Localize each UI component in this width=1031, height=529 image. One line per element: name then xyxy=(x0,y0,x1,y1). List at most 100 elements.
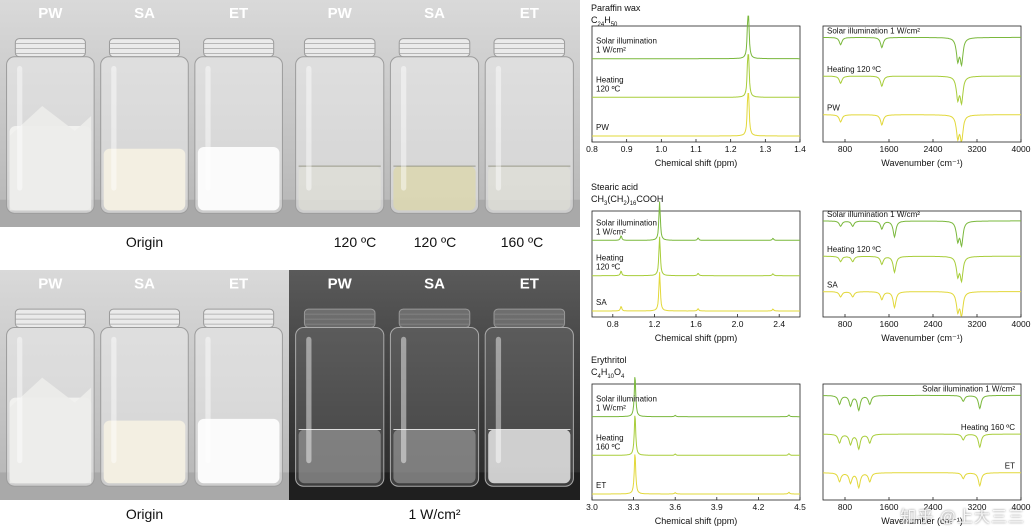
tick-label: 4000 xyxy=(1012,319,1031,329)
series-label: Heating xyxy=(596,254,624,263)
tick-label: 1.3 xyxy=(759,144,771,154)
chart-title-erythritol: Erythritol C4H10O4 xyxy=(591,355,627,380)
series-line xyxy=(823,36,1021,68)
nmr-chart-erythritol: 3.0 3.3 3.6 3.9 4.2 4.5 Chemical shift (ppm) So… xyxy=(580,377,810,528)
tick-label: 0.8 xyxy=(586,144,598,154)
series-line xyxy=(592,454,800,495)
series-line xyxy=(592,15,800,60)
series-label: Heating 160 ºC xyxy=(961,423,1015,432)
chart-title-paraffin: Paraffin wax C24H50 xyxy=(591,3,641,28)
x-axis-label: Chemical shift (ppm) xyxy=(655,333,738,343)
series-line xyxy=(823,75,1021,106)
x-axis-label: Wavenumber (cm⁻¹) xyxy=(881,516,962,526)
series-label: Solar illumination xyxy=(596,37,657,46)
x-axis-label: Wavenumber (cm⁻¹) xyxy=(881,333,962,343)
tick-label: 1.4 xyxy=(794,144,806,154)
vial-label: ET xyxy=(229,275,248,292)
tick-label: 4.5 xyxy=(794,502,806,512)
tick-label: 4000 xyxy=(1012,502,1031,512)
plot-frame xyxy=(822,25,1022,143)
ir-chart-erythritol: 800 1600 2400 3200 4000 Wavenumber (cm⁻¹) Sola… xyxy=(815,378,1031,528)
caption-illum: 1 W/cm² xyxy=(408,506,461,522)
series-line xyxy=(592,236,800,277)
vial-label: ET xyxy=(520,275,539,292)
series-label: 120 ºC xyxy=(596,263,620,272)
tick-label: 800 xyxy=(838,319,852,329)
tick-label: 3200 xyxy=(968,144,987,154)
series-label: ET xyxy=(1005,462,1015,471)
series-label: Heating xyxy=(596,75,624,84)
vial-sa xyxy=(389,38,480,214)
series-line xyxy=(592,377,800,418)
tick-label: 0.9 xyxy=(621,144,633,154)
series-label: 160 ºC xyxy=(596,442,620,451)
vial-label: SA xyxy=(424,5,445,22)
series-line xyxy=(823,433,1021,451)
vial-pw xyxy=(6,38,95,214)
tick-label: 3200 xyxy=(968,502,987,512)
tick-label: 3200 xyxy=(968,319,987,329)
series-line xyxy=(592,272,800,312)
ir-chart-paraffin: 800 1600 2400 3200 4000 Wavenumber (cm⁻¹) Sola… xyxy=(815,20,1031,170)
photo-illuminated: PW SA ET xyxy=(289,270,580,500)
tick-label: 2400 xyxy=(924,319,943,329)
series-line xyxy=(592,54,800,98)
series-label: PW xyxy=(827,104,840,113)
vial-label: ET xyxy=(229,5,248,22)
series-label: Solar illumination 1 W/cm² xyxy=(827,210,920,219)
tick-label: 1.0 xyxy=(655,144,667,154)
photo-heated: PW SA ET xyxy=(289,0,580,227)
nmr-chart-stearic: 0.8 1.2 1.6 2.0 2.4 Chemical shift (ppm) Solar… xyxy=(580,201,810,345)
x-axis-label: Chemical shift (ppm) xyxy=(655,158,738,168)
tick-label: 2400 xyxy=(924,144,943,154)
series-line xyxy=(823,472,1021,490)
tick-label: 1.2 xyxy=(648,319,660,329)
plot-frame xyxy=(822,210,1022,318)
series-label: SA xyxy=(596,298,607,307)
vial-label: PW xyxy=(328,275,353,292)
tick-label: 1600 xyxy=(880,319,899,329)
series-label: 120 ºC xyxy=(596,84,620,93)
series-line xyxy=(822,291,1021,317)
tick-label: 800 xyxy=(838,502,852,512)
tick-label: 3.6 xyxy=(669,502,681,512)
vial-et xyxy=(194,38,283,214)
series-label: Solar illumination xyxy=(596,218,657,227)
vial-label: SA xyxy=(134,5,155,22)
tick-label: 1.1 xyxy=(690,144,702,154)
series-label: Solar illumination 1 W/cm² xyxy=(922,384,1015,393)
tick-label: 1.2 xyxy=(725,144,737,154)
vial-et xyxy=(484,38,574,214)
tick-label: 2.0 xyxy=(732,319,744,329)
caption-origin-top: Origin xyxy=(125,234,164,250)
caption-heat-et: 160 ºC xyxy=(500,234,544,250)
series-label: 1 W/cm² xyxy=(596,46,626,55)
series-label: PW xyxy=(596,123,609,132)
chart-title-stearic: Stearic acid CH3(CH2)16COOH xyxy=(591,182,664,207)
tick-label: 3.3 xyxy=(628,502,640,512)
vial-sa xyxy=(100,38,189,214)
nmr-chart-paraffin: 0.8 0.9 1.0 1.1 1.2 1.3 1.4 Chemical shift (ppm… xyxy=(580,15,810,170)
series-line xyxy=(592,415,800,456)
plot-frame xyxy=(591,383,801,501)
tick-label: 1600 xyxy=(880,502,899,512)
photo-origin-bottom: PW SA ET xyxy=(0,270,289,500)
tick-label: 2.4 xyxy=(773,319,785,329)
series-line xyxy=(592,93,800,137)
x-axis-label: Wavenumber (cm⁻¹) xyxy=(881,158,962,168)
vial-label: ET xyxy=(520,5,539,22)
caption-origin-bottom: Origin xyxy=(125,506,164,522)
caption-heat-sa: 120 ºC xyxy=(413,234,457,250)
series-label: Heating xyxy=(596,433,624,442)
vial-label: SA xyxy=(424,275,445,292)
tick-label: 800 xyxy=(838,144,852,154)
vial-et xyxy=(484,308,574,487)
tick-label: 4.2 xyxy=(752,502,764,512)
tick-label: 3.0 xyxy=(586,502,598,512)
vial-label: PW xyxy=(328,5,353,22)
vial-pw xyxy=(295,308,385,487)
series-line xyxy=(823,255,1021,284)
vial-pw xyxy=(6,308,95,487)
vial-sa xyxy=(389,308,480,487)
tick-label: 1600 xyxy=(880,144,899,154)
